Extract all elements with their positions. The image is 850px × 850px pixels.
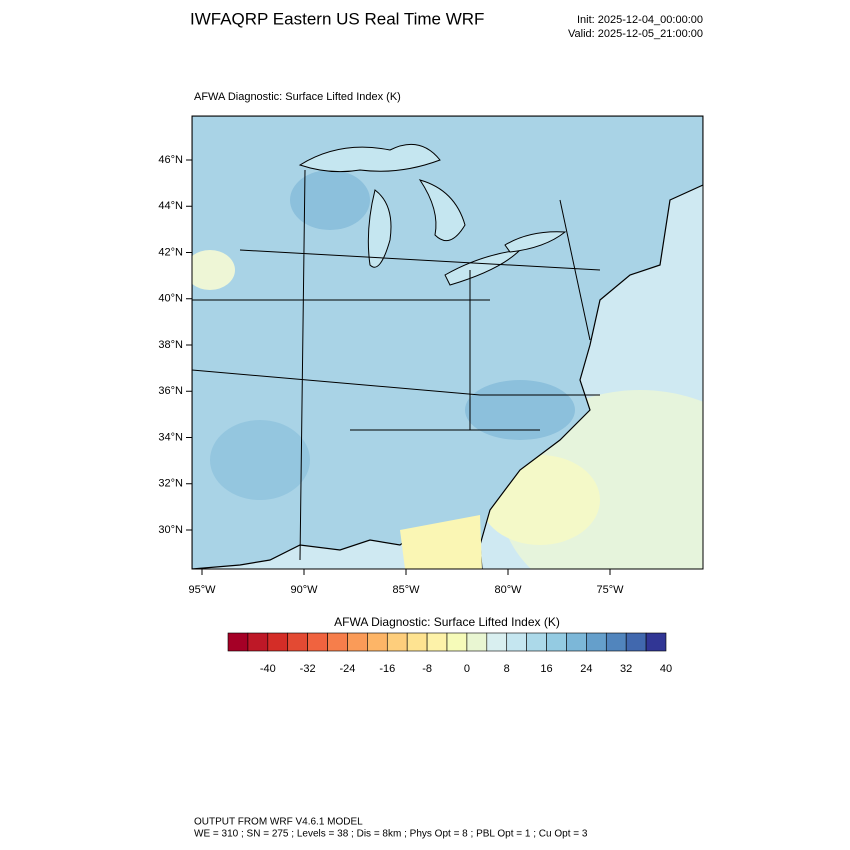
state-borders xyxy=(192,169,601,561)
land-field xyxy=(210,420,310,500)
colorbar-box xyxy=(247,632,269,652)
map-label: AFWA Diagnostic: Surface Lifted Index (K… xyxy=(194,91,401,103)
colorbar-box xyxy=(287,632,308,652)
colorbar-label: 24 xyxy=(580,663,592,675)
title: IWFAQRP Eastern US Real Time WRF xyxy=(190,9,484,28)
land-field xyxy=(400,515,482,569)
colorbar-label: -24 xyxy=(340,663,356,675)
colorbar-box xyxy=(267,632,289,652)
colorbar-label: 16 xyxy=(540,663,552,675)
colorbar-box xyxy=(605,632,627,652)
lon-label: 75°W xyxy=(596,584,624,596)
lat-label: 46°N xyxy=(158,154,183,166)
land-field xyxy=(465,380,575,440)
colorbar-label: 8 xyxy=(504,663,510,675)
land-field xyxy=(192,250,235,290)
colorbar-box xyxy=(446,632,468,652)
lake xyxy=(298,143,441,173)
lake xyxy=(367,189,392,268)
lat-label: 36°N xyxy=(158,385,183,397)
colorbar-label: 40 xyxy=(660,663,672,675)
lat-label: 44°N xyxy=(158,200,183,212)
map-field xyxy=(192,116,703,569)
colorbar-box xyxy=(367,632,388,652)
lat-label: 34°N xyxy=(158,431,183,443)
colorbar-box xyxy=(327,632,348,652)
lon-label: 85°W xyxy=(392,584,420,596)
colorbar-box xyxy=(307,632,328,652)
colorbar-box xyxy=(586,632,607,652)
colorbar-box xyxy=(566,632,587,652)
colorbar-box xyxy=(526,632,547,652)
colorbar-box xyxy=(227,632,249,652)
lat-label: 30°N xyxy=(158,524,183,536)
colorbar-label: 32 xyxy=(620,663,632,675)
footer-line: WE = 310 ; SN = 275 ; Levels = 38 ; Dis … xyxy=(194,829,588,840)
colorbar-label: -8 xyxy=(422,663,432,675)
lon-label: 80°W xyxy=(494,584,522,596)
colorbar-box xyxy=(466,632,488,652)
colorbar-box xyxy=(645,632,667,652)
colorbar-label: -32 xyxy=(300,663,316,675)
lat-label: 38°N xyxy=(158,339,183,351)
colorbar-box xyxy=(386,632,408,652)
colorbar-title: AFWA Diagnostic: Surface Lifted Index (K… xyxy=(334,615,560,629)
colorbar-box xyxy=(506,632,527,652)
colorbar-label: -16 xyxy=(379,663,395,675)
footer-line: OUTPUT FROM WRF V4.6.1 MODEL xyxy=(194,817,363,828)
valid-time: Valid: 2025-12-05_21:00:00 xyxy=(568,28,703,40)
init-time: Init: 2025-12-04_00:00:00 xyxy=(577,14,703,26)
colorbar-box xyxy=(486,632,508,652)
land-field xyxy=(290,170,370,230)
colorbar-label: 0 xyxy=(464,663,470,675)
colorbar-box xyxy=(625,632,647,652)
colorbar-label: -40 xyxy=(260,663,276,675)
colorbar-box xyxy=(546,632,567,652)
land xyxy=(192,116,703,569)
map-frame xyxy=(191,115,704,570)
colorbar: -40 -32 -24 -16 -8 0 8 16 24 32 40 xyxy=(227,632,672,675)
lat-label: 32°N xyxy=(158,478,183,490)
lon-label: 90°W xyxy=(290,584,318,596)
lake xyxy=(504,231,567,253)
colorbar-box xyxy=(406,632,428,652)
lat-label: 42°N xyxy=(158,246,183,258)
lat-label: 40°N xyxy=(158,293,183,305)
lake xyxy=(418,179,466,242)
colorbar-box xyxy=(347,632,368,652)
colorbar-box xyxy=(426,632,448,652)
lon-label: 95°W xyxy=(188,584,216,596)
